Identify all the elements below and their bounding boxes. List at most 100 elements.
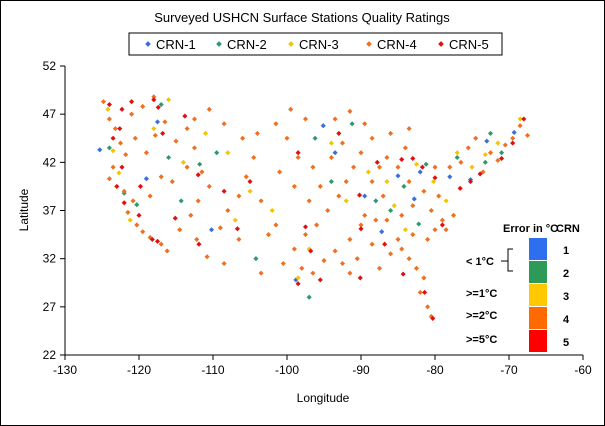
point-crn-4 bbox=[458, 159, 464, 165]
point-crn-4 bbox=[152, 132, 158, 138]
point-crn-4 bbox=[258, 270, 264, 276]
error-key-crn-1: 1 bbox=[563, 245, 569, 257]
point-crn-4 bbox=[254, 130, 260, 136]
point-crn-3 bbox=[295, 275, 301, 281]
point-crn-4 bbox=[432, 227, 438, 233]
point-crn-4 bbox=[236, 193, 242, 199]
point-crn-5 bbox=[106, 101, 112, 108]
legend-box bbox=[128, 32, 503, 56]
point-crn-2 bbox=[423, 161, 429, 167]
point-crn-4 bbox=[199, 169, 205, 175]
point-crn-2 bbox=[328, 179, 334, 185]
x-tick-label: -90 bbox=[352, 363, 370, 377]
legend-label-crn-5: CRN-5 bbox=[449, 37, 489, 52]
error-key-crn-4: 4 bbox=[563, 314, 570, 326]
point-crn-5 bbox=[374, 159, 380, 165]
point-crn-4 bbox=[443, 227, 449, 233]
error-key-range-ge5: >=5°C bbox=[466, 334, 497, 346]
point-crn-2 bbox=[166, 154, 172, 161]
error-key-crn-5: 5 bbox=[563, 337, 569, 349]
x-tick-label: -120 bbox=[127, 363, 151, 377]
point-crn-4 bbox=[277, 169, 283, 175]
point-crn-4 bbox=[306, 198, 312, 204]
y-tick-label: 42 bbox=[43, 155, 57, 169]
point-crn-5 bbox=[358, 226, 364, 232]
point-crn-2 bbox=[499, 150, 505, 156]
error-key-range-ge1: >=1°C bbox=[466, 288, 497, 300]
point-crn-3 bbox=[247, 188, 253, 194]
point-crn-5 bbox=[119, 164, 125, 170]
point-crn-3 bbox=[454, 150, 460, 156]
point-crn-2 bbox=[214, 150, 220, 156]
point-crn-3 bbox=[203, 130, 209, 136]
error-key-range-ge2: >=2°C bbox=[466, 310, 497, 322]
point-crn-4 bbox=[339, 140, 346, 146]
point-crn-3 bbox=[391, 203, 397, 209]
point-crn-4 bbox=[339, 260, 346, 267]
point-crn-4 bbox=[406, 256, 412, 262]
point-crn-4 bbox=[347, 236, 353, 242]
point-crn-4 bbox=[173, 138, 179, 144]
point-crn-4 bbox=[302, 232, 309, 238]
point-crn-4 bbox=[421, 275, 427, 281]
point-crn-3 bbox=[180, 159, 186, 165]
point-crn-4 bbox=[191, 145, 198, 151]
point-crn-2 bbox=[312, 135, 318, 141]
point-crn-3 bbox=[469, 164, 475, 170]
point-crn-4 bbox=[354, 256, 360, 262]
point-crn-4 bbox=[465, 145, 471, 151]
point-crn-4 bbox=[221, 260, 227, 267]
point-crn-4 bbox=[240, 135, 246, 141]
point-crn-4 bbox=[358, 150, 364, 156]
point-crn-5 bbox=[410, 155, 416, 162]
point-crn-4 bbox=[147, 193, 153, 199]
point-crn-4 bbox=[295, 154, 301, 161]
point-crn-4 bbox=[325, 207, 331, 214]
x-axis-label: Longitude bbox=[297, 391, 350, 405]
point-crn-4 bbox=[140, 103, 146, 110]
point-crn-3 bbox=[443, 198, 449, 204]
point-crn-4 bbox=[164, 248, 170, 254]
point-crn-4 bbox=[243, 174, 249, 180]
point-crn-1 bbox=[208, 227, 215, 233]
point-crn-5 bbox=[295, 281, 301, 287]
point-crn-4 bbox=[336, 193, 342, 199]
point-crn-4 bbox=[291, 183, 297, 189]
point-crn-5 bbox=[295, 150, 301, 156]
point-crn-5 bbox=[432, 175, 438, 181]
point-crn-1 bbox=[320, 123, 326, 129]
point-crn-2 bbox=[106, 145, 112, 151]
point-crn-3 bbox=[127, 217, 133, 223]
point-crn-5 bbox=[302, 224, 309, 230]
point-crn-5 bbox=[336, 130, 342, 136]
y-tick-label: 52 bbox=[43, 59, 57, 73]
point-crn-4 bbox=[502, 142, 508, 148]
point-crn-4 bbox=[177, 227, 183, 233]
point-crn-2 bbox=[487, 130, 494, 136]
legend-label-crn-1: CRN-1 bbox=[156, 37, 196, 52]
error-key-bracket bbox=[501, 248, 513, 272]
point-crn-5 bbox=[510, 140, 516, 146]
point-crn-3 bbox=[402, 227, 408, 233]
point-crn-5 bbox=[439, 222, 445, 228]
point-crn-5 bbox=[221, 188, 227, 194]
point-crn-4 bbox=[299, 265, 305, 271]
point-crn-4 bbox=[110, 164, 116, 170]
point-crn-5 bbox=[247, 179, 253, 185]
point-crn-2 bbox=[454, 154, 460, 161]
point-crn-5 bbox=[467, 179, 474, 185]
point-crn-4 bbox=[265, 232, 272, 238]
point-crn-3 bbox=[328, 140, 334, 146]
point-crn-1 bbox=[417, 169, 423, 175]
point-crn-5 bbox=[400, 271, 406, 277]
point-crn-4 bbox=[162, 119, 168, 125]
y-tick-label: 32 bbox=[43, 252, 57, 266]
point-crn-4 bbox=[140, 229, 146, 235]
point-crn-4 bbox=[188, 212, 194, 218]
point-crn-4 bbox=[347, 270, 353, 276]
point-crn-4 bbox=[402, 145, 408, 151]
y-axis-label: Latitude bbox=[17, 188, 31, 231]
point-crn-5 bbox=[151, 97, 157, 103]
point-crn-4 bbox=[410, 203, 416, 209]
point-crn-4 bbox=[221, 121, 227, 127]
